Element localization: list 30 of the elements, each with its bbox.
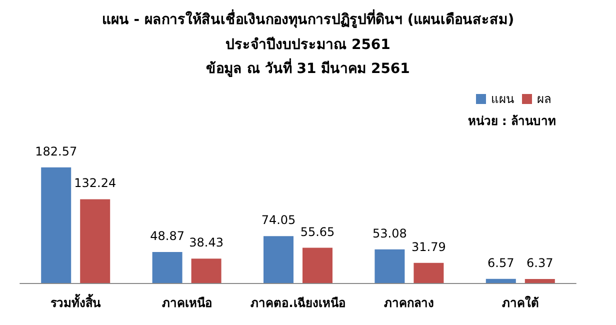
x-tick-label: รวมทั้งสิ้น [50, 293, 102, 310]
data-label: 6.57 [488, 256, 514, 270]
chart-title: แผน - ผลการให้สินเชื่อเงินกองทุนการปฏิรูปที่ดินฯ (แผนเดือนสะสม) [102, 9, 514, 28]
bar [191, 258, 222, 283]
data-label: 31.79 [412, 240, 446, 254]
data-label: 55.65 [300, 224, 335, 239]
bar [524, 278, 555, 283]
chart-subtitle: ประจำปีงบประมาณ 2561 ข้อมูล ณ วันที่ 31 มีนาคม 2561 [206, 37, 410, 77]
data-label: 6.37 [526, 256, 554, 270]
bar [152, 252, 182, 283]
data-label: 53.08 [372, 226, 407, 240]
data-label: 48.87 [150, 229, 184, 244]
text: หน่วย : ล้านบาท [468, 114, 556, 128]
data-label: 74.05 [261, 213, 296, 228]
bar [374, 249, 405, 283]
bar [41, 167, 72, 283]
x-tick-label: ภาคเหนือ [162, 296, 212, 310]
data-label: 38.43 [189, 236, 224, 250]
legend-label: แผน [491, 92, 514, 106]
bar [414, 262, 444, 283]
bar [264, 236, 294, 283]
data-label: 132.24 [74, 176, 116, 190]
bar [486, 278, 516, 283]
bar [302, 248, 332, 283]
legend-label: ผล [537, 92, 551, 106]
x-tick-label: ภาคกลาง [384, 296, 434, 310]
x-tick-label: ภาคตอ.เฉียงเหนือ [250, 296, 346, 310]
x-tick-label: ภาคใต้ [502, 295, 539, 310]
bar [80, 199, 110, 283]
data-label: 182.57 [35, 144, 78, 158]
